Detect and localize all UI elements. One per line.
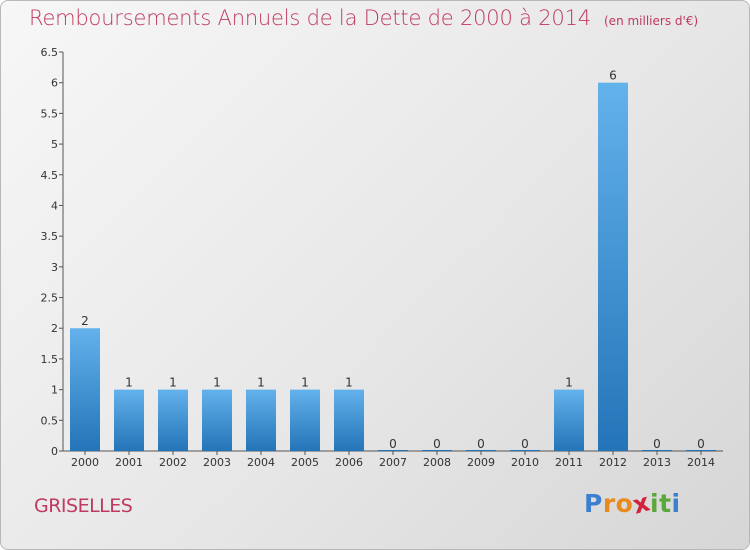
x-tick-label: 2009 — [467, 456, 495, 469]
brand-logo: Proxiti — [584, 487, 681, 519]
y-tick-label: 1.5 — [41, 353, 59, 366]
bar-value-label: 0 — [521, 437, 529, 451]
chart-title-text: Remboursements Annuels de la Dette de 20… — [29, 6, 591, 30]
bar-value-label: 1 — [345, 376, 353, 390]
bar-value-label: 6 — [609, 69, 617, 83]
y-tick-label: 4 — [51, 199, 58, 212]
y-tick-label: 6.5 — [41, 46, 59, 59]
x-tick-label: 2008 — [423, 456, 451, 469]
x-axis: 2000 2001 2002 2003 2004 2005 2006 2007 2008 2009… — [63, 450, 723, 469]
x-tick-label: 2000 — [71, 456, 99, 469]
bar-2006 — [334, 389, 364, 451]
bar-2005 — [290, 389, 320, 451]
bars — [70, 82, 716, 451]
x-tick-label: 2005 — [291, 456, 319, 469]
y-axis: 0 0.5 1 1.5 2 2.5 3 3.5 4 4.5 5 5.5 6 6.5 — [41, 46, 64, 458]
bar-2014 — [686, 450, 716, 451]
bar-labels: 2 1 1 1 1 1 1 0 0 0 0 1 6 0 0 — [81, 69, 705, 451]
y-tick-label: 5 — [51, 138, 58, 151]
y-tick-label: 2.5 — [41, 292, 59, 305]
y-tick-label: 3 — [51, 261, 58, 274]
bar-value-label: 2 — [81, 314, 89, 328]
bar-value-label: 1 — [213, 376, 221, 390]
bar-value-label: 0 — [389, 437, 397, 451]
x-tick-label: 2010 — [511, 456, 539, 469]
bar-2002 — [158, 389, 188, 451]
brand-letter: t — [659, 489, 672, 518]
bar-2010 — [510, 450, 540, 451]
x-tick-label: 2011 — [555, 456, 583, 469]
y-tick-label: 4.5 — [41, 169, 59, 182]
bar-2004 — [246, 389, 276, 451]
bar-value-label: 1 — [257, 376, 265, 390]
x-tick-label: 2012 — [599, 456, 627, 469]
chart-title: Remboursements Annuels de la Dette de 20… — [29, 6, 698, 30]
bar-2009 — [466, 450, 496, 451]
bar-value-label: 1 — [169, 376, 177, 390]
bar-value-label: 0 — [653, 437, 661, 451]
bar-value-label: 0 — [433, 437, 441, 451]
bar-value-label: 0 — [697, 437, 705, 451]
x-tick-label: 2001 — [115, 456, 143, 469]
chart-unit-text: (en milliers d'€) — [604, 14, 699, 28]
y-tick-label: 2 — [51, 322, 58, 335]
brand-letter: i — [671, 489, 681, 518]
bar-value-label: 0 — [477, 437, 485, 451]
bar-2007 — [378, 450, 408, 451]
commune-name: GRISELLES — [34, 495, 133, 517]
brand-letter: P — [584, 489, 603, 518]
x-tick-label: 2006 — [335, 456, 363, 469]
bar-2003 — [202, 389, 232, 451]
y-tick-label: 0 — [51, 445, 58, 458]
bar-2008 — [422, 450, 452, 451]
y-tick-label: 0.5 — [41, 414, 59, 427]
x-tick-label: 2013 — [643, 456, 671, 469]
bar-2011 — [554, 389, 584, 451]
y-tick-label: 3.5 — [41, 230, 59, 243]
brand-letter: r — [602, 489, 616, 518]
x-tick-label: 2004 — [247, 456, 275, 469]
x-tick-label: 2007 — [379, 456, 407, 469]
bar-value-label: 1 — [565, 376, 573, 390]
bar-2012 — [598, 82, 628, 451]
x-tick-label: 2002 — [159, 456, 187, 469]
brand-letter: o — [615, 489, 634, 518]
x-tick-label: 2003 — [203, 456, 231, 469]
x-tick-label: 2014 — [687, 456, 715, 469]
y-tick-label: 6 — [51, 77, 58, 90]
bar-2013 — [642, 450, 672, 451]
y-tick-label: 5.5 — [41, 107, 59, 120]
bar-2001 — [114, 389, 144, 451]
y-tick-label: 1 — [51, 384, 58, 397]
bar-value-label: 1 — [125, 376, 133, 390]
bar-value-label: 1 — [301, 376, 309, 390]
brand-letter: i — [650, 489, 660, 518]
bar-2000 — [70, 328, 100, 451]
